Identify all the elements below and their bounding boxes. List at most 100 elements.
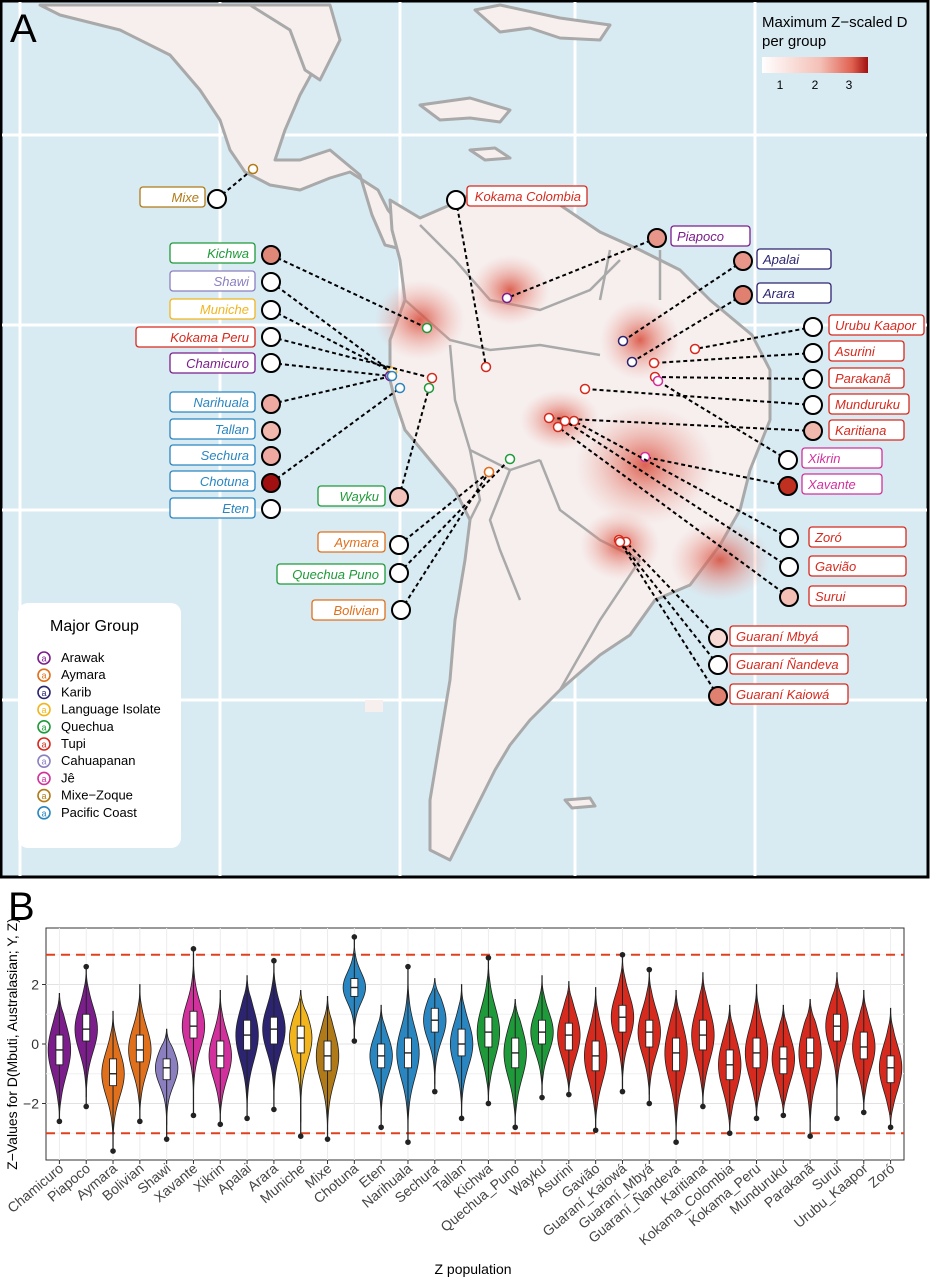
box	[296, 1025, 305, 1054]
leader-line	[398, 387, 430, 498]
population-value-circle	[261, 421, 281, 441]
population-label-box	[808, 526, 907, 548]
outlier-point	[110, 1148, 116, 1154]
population-label: Gavião	[815, 559, 856, 574]
outlier-point	[619, 1088, 626, 1095]
scale-title: per group	[762, 33, 826, 50]
population-label-box	[801, 473, 883, 495]
country-border	[488, 469, 522, 601]
leader-line	[654, 376, 814, 380]
major-group-swatch-glyph: a	[41, 791, 46, 801]
major-group-swatch	[37, 754, 51, 769]
population-site-marker	[579, 383, 591, 395]
population-label: Bolivian	[333, 603, 379, 618]
population-site-marker	[652, 375, 664, 387]
population-label: Kokama Peru	[170, 330, 249, 345]
population-label-box	[756, 282, 832, 304]
outlier-point	[190, 946, 197, 952]
population-value-circle	[261, 499, 281, 519]
outlier-point	[271, 957, 277, 964]
population-site-marker	[394, 382, 406, 394]
heat-blob	[375, 280, 465, 360]
population-site-marker	[247, 163, 259, 175]
leader-line	[400, 471, 490, 611]
land-cuba	[418, 96, 512, 124]
leader-line	[625, 541, 719, 639]
population-label-box	[828, 419, 905, 441]
population-value-circle	[779, 528, 799, 548]
population-label-box	[169, 444, 256, 466]
population-label-box	[169, 352, 256, 374]
population-site-marker	[504, 453, 516, 465]
heat-blob	[600, 300, 680, 380]
outlier-point	[834, 1115, 840, 1122]
scale-bar	[762, 57, 868, 73]
leader-line	[618, 539, 719, 666]
population-value-circle	[261, 446, 281, 466]
population-label: Aymara	[333, 535, 379, 550]
population-value-circle	[733, 251, 753, 271]
population-value-circle	[261, 272, 281, 292]
major-group-label: Tupi	[61, 736, 86, 751]
outlier-point	[190, 1112, 197, 1119]
leader-line	[573, 420, 790, 539]
major-group-swatch	[37, 702, 51, 717]
population-site-marker	[483, 466, 495, 478]
y-axis-label: Z−Values for D(Mbuti, Australasian; Y, Z…	[4, 918, 20, 1170]
population-label-box	[169, 418, 256, 440]
population-site-marker	[617, 335, 629, 347]
box	[216, 1040, 225, 1069]
population-site-marker	[543, 412, 555, 424]
outlier-point	[83, 1103, 90, 1110]
outlier-point	[673, 1139, 679, 1145]
population-value-circle	[779, 557, 799, 577]
box	[189, 1010, 198, 1039]
population-label-box	[139, 186, 206, 208]
outlier-point	[512, 1124, 519, 1131]
population-label: Tallan	[215, 422, 249, 437]
major-group-swatch-glyph: a	[41, 722, 46, 732]
population-label: Piapoco	[677, 229, 724, 244]
box	[269, 1016, 278, 1045]
box	[564, 1022, 573, 1051]
major-group-swatch-glyph: a	[41, 688, 46, 698]
outlier-point	[726, 1130, 733, 1137]
panel-a-map: Maximum Z−scaled D per group 1 2 3 A Major Gro…	[0, 0, 930, 879]
outlier-point	[271, 1106, 277, 1113]
land-falklands	[563, 796, 597, 810]
leader-line	[631, 294, 744, 363]
population-label-box	[317, 531, 386, 553]
outlier-point	[83, 963, 90, 970]
major-group-swatch	[37, 685, 51, 700]
land-island-marker	[365, 700, 383, 712]
outlier-point	[431, 1088, 438, 1095]
y-tick-label: −2	[23, 1095, 39, 1111]
population-value-circle	[261, 394, 281, 414]
population-site-marker	[614, 536, 626, 548]
major-group-swatch-glyph: a	[41, 757, 46, 767]
land-florida	[473, 3, 612, 42]
population-label-box	[828, 314, 925, 336]
population-label: Asurini	[834, 344, 876, 359]
population-label: Apalai	[762, 252, 800, 267]
y-tick-label: 2	[31, 977, 39, 993]
box	[859, 1031, 868, 1060]
population-label-box	[828, 367, 905, 389]
population-label: Mixe	[172, 190, 199, 205]
major-group-swatch	[37, 719, 51, 734]
panel-b-letter: B	[8, 885, 35, 929]
population-value-circle	[389, 563, 409, 583]
box	[82, 1013, 91, 1042]
scale-tick-label: 3	[846, 78, 853, 92]
population-label: Xavante	[807, 477, 856, 492]
population-value-circle	[261, 473, 281, 493]
leader-line	[398, 471, 490, 546]
population-label: Wayku	[340, 489, 380, 504]
panel-a-letter: A	[10, 7, 37, 51]
country-border	[468, 449, 482, 521]
population-site-marker	[423, 382, 435, 394]
box	[109, 1058, 117, 1087]
population-label-box	[169, 470, 256, 492]
population-site-marker	[501, 292, 513, 304]
